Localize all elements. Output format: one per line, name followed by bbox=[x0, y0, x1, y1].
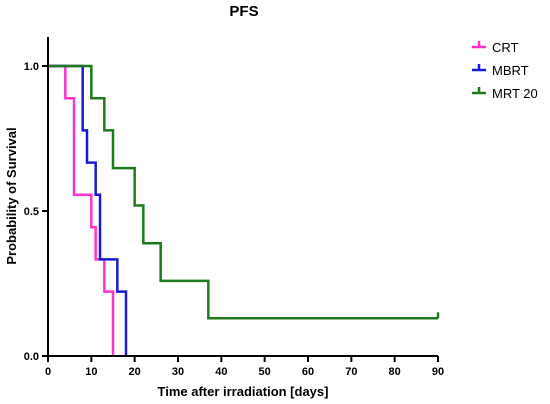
chart-title: PFS bbox=[229, 3, 258, 20]
legend-label: MRT 20 bbox=[492, 86, 538, 101]
x-tick-label: 40 bbox=[215, 366, 227, 378]
x-tick-label: 90 bbox=[432, 366, 444, 378]
x-tick-label: 0 bbox=[45, 366, 51, 378]
x-tick-label: 60 bbox=[302, 366, 314, 378]
x-tick-label: 20 bbox=[129, 366, 141, 378]
x-tick-label: 70 bbox=[345, 366, 357, 378]
x-axis-label: Time after irradiation [days] bbox=[158, 384, 329, 399]
x-tick-label: 80 bbox=[389, 366, 401, 378]
y-tick-label: 1.0 bbox=[24, 61, 39, 73]
x-tick-label: 10 bbox=[85, 366, 97, 378]
legend-label: CRT bbox=[492, 40, 519, 55]
y-axis-label: Probability of Survival bbox=[4, 127, 19, 264]
legend-label: MBRT bbox=[492, 63, 529, 78]
x-axis-ticks: 0 10 20 30 40 50 60 70 80 90 bbox=[45, 356, 444, 378]
x-tick-label: 30 bbox=[172, 366, 184, 378]
series-crt-curve bbox=[48, 64, 115, 356]
y-tick-label: 0.5 bbox=[24, 206, 39, 218]
plot-area bbox=[48, 64, 440, 356]
series-mbrt-curve bbox=[48, 64, 128, 356]
legend-item-mbrt: MBRT bbox=[472, 63, 529, 78]
legend-item-mrt-20: MRT 20 bbox=[472, 86, 538, 101]
legend: CRT MBRT MRT 20 bbox=[472, 40, 538, 101]
x-tick-label: 50 bbox=[259, 366, 271, 378]
y-axis-ticks: 0.0 0.5 1.0 bbox=[24, 61, 48, 363]
y-tick-label: 0.0 bbox=[24, 351, 39, 363]
legend-item-crt: CRT bbox=[472, 40, 519, 55]
series-mrt-20-curve bbox=[48, 64, 438, 320]
